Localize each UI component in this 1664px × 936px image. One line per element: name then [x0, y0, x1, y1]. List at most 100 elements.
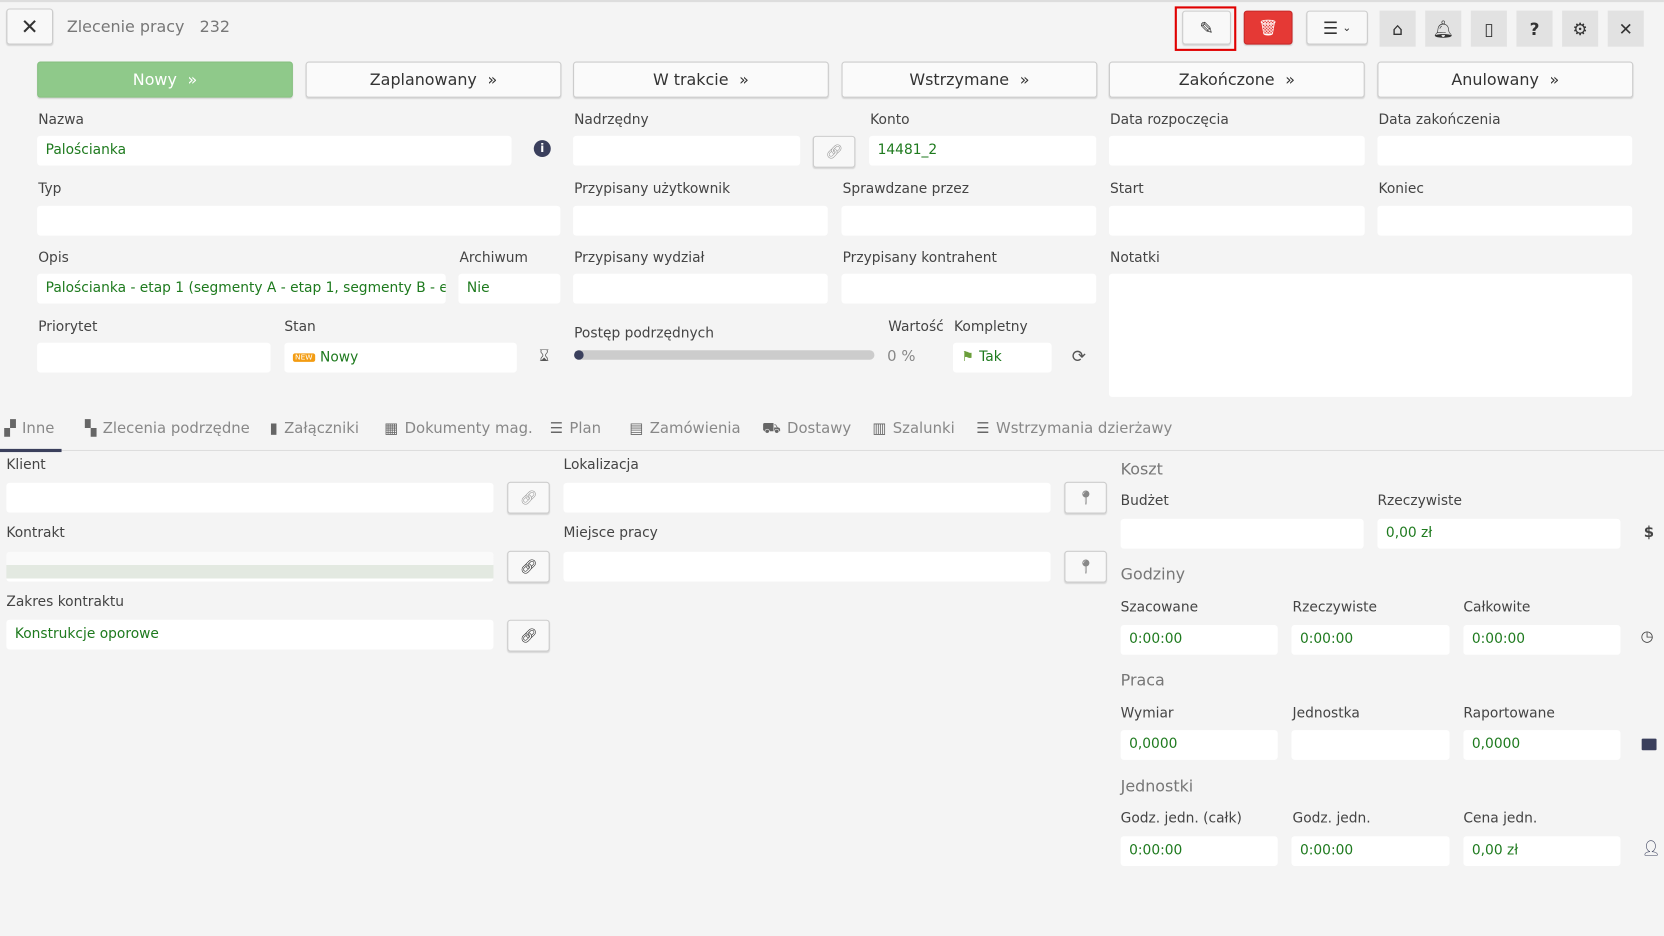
miejsce-pracy-map-button[interactable]: 📍︎: [1064, 550, 1107, 583]
stan-value: Nowy: [320, 349, 359, 366]
postep-progress-bar: [574, 350, 875, 360]
bell-icon: 🔔︎: [1432, 18, 1455, 39]
status-zakonczone[interactable]: Zakończone »: [1108, 61, 1365, 98]
home-button[interactable]: ⌂: [1379, 10, 1416, 47]
delete-button[interactable]: 🗑: [1243, 10, 1293, 45]
status-wstrzymane[interactable]: Wstrzymane »: [841, 61, 1098, 98]
miejsce-pracy-input[interactable]: [563, 551, 1051, 582]
przypisany-uzytkownik-input[interactable]: [573, 205, 828, 236]
status-nowy[interactable]: Nowy »: [37, 61, 293, 98]
wartosc-value: 0 %: [887, 348, 916, 366]
refresh-icon[interactable]: ⟳: [1071, 345, 1087, 367]
close-form-button[interactable]: ✕: [6, 8, 54, 45]
tab-plan[interactable]: ☰ Plan: [550, 420, 601, 437]
stan-input[interactable]: NEW Nowy: [284, 342, 517, 373]
notatki-label: Notatki: [1110, 250, 1160, 267]
data-rozpoczecia-label: Data rozpoczęcia: [1110, 112, 1229, 129]
priorytet-label: Priorytet: [38, 319, 98, 336]
tab-dokumenty-mag[interactable]: ▦ Dokumenty mag.: [384, 420, 533, 437]
notifications-button[interactable]: 🔔︎: [1425, 10, 1462, 47]
opis-input[interactable]: Palościanka - etap 1 (segmenty A - etap …: [37, 273, 446, 304]
kompletny-value: Tak: [979, 349, 1002, 366]
tab-szalunki[interactable]: ▥ Szalunki: [872, 420, 954, 437]
tab-label: Wstrzymania dzierżawy: [996, 420, 1173, 438]
nadrzedny-link-button[interactable]: 🔗︎: [812, 135, 856, 168]
nadrzedny-input[interactable]: [573, 135, 801, 166]
edit-button[interactable]: ✎: [1182, 10, 1231, 45]
nazwa-input[interactable]: Palościanka: [37, 135, 512, 166]
info-icon[interactable]: i: [533, 140, 551, 158]
przypisany-wydzial-input[interactable]: [573, 273, 828, 304]
kompletny-input[interactable]: ⚑ Tak: [952, 342, 1052, 373]
link-icon: 🔗︎: [519, 489, 538, 506]
przypisany-kontrahent-input[interactable]: [841, 273, 1097, 304]
szacowane-input[interactable]: 0:00:00: [1120, 625, 1278, 655]
miejsce-pracy-label: Miejsce pracy: [563, 525, 658, 542]
tab-label: Zlecenia podrzędne: [102, 420, 250, 438]
tab-wstrzymania-dzierzawy[interactable]: ☰ Wstrzymania dzierżawy: [976, 420, 1172, 437]
data-zakonczenia-input[interactable]: [1377, 135, 1633, 166]
koszt-heading: Koszt: [1120, 459, 1163, 479]
data-zakonczenia-label: Data zakończenia: [1378, 112, 1501, 129]
status-zaplanowany[interactable]: Zaplanowany »: [305, 61, 562, 98]
jednostki-heading: Jednostki: [1120, 776, 1194, 796]
tabs-divider: [0, 449, 1664, 452]
edit-icon: ✎: [1199, 17, 1214, 38]
tab-zlecenia-podrzedne[interactable]: ▚ Zlecenia podrzędne: [85, 420, 250, 437]
notatki-textarea[interactable]: [1108, 273, 1633, 397]
jednostka-input[interactable]: [1291, 730, 1450, 760]
close-window-button[interactable]: ✕: [1607, 10, 1644, 47]
godziny-rzeczywiste-input[interactable]: 0:00:00: [1291, 625, 1450, 655]
tab-zalaczniki[interactable]: ▮ Załączniki: [270, 420, 359, 437]
kontrakt-link-button[interactable]: 🔗︎: [507, 550, 550, 583]
calkowite-input[interactable]: 0:00:00: [1463, 625, 1621, 655]
zakres-kontraktu-input[interactable]: Konstrukcje oporowe: [6, 619, 494, 650]
lokalizacja-input[interactable]: [563, 482, 1051, 513]
tab-label: Inne: [22, 420, 55, 438]
start-input[interactable]: [1108, 205, 1365, 236]
przypisany-kontrahent-label: Przypisany kontrahent: [842, 250, 997, 267]
file-icon: ▮: [269, 420, 278, 438]
hourglass-icon[interactable]: ⌛︎: [539, 345, 550, 366]
raportowane-input[interactable]: 0,0000: [1463, 730, 1621, 760]
szacowane-label: Szacowane: [1120, 599, 1199, 616]
mobile-button[interactable]: ▯: [1470, 10, 1507, 47]
klient-link-button[interactable]: 🔗︎: [507, 481, 550, 514]
status-label: Anulowany: [1451, 70, 1539, 90]
wymiar-input[interactable]: 0,0000: [1120, 730, 1278, 760]
active-tab-indicator: [0, 448, 62, 453]
status-anulowany[interactable]: Anulowany »: [1377, 61, 1634, 98]
help-button[interactable]: ?: [1516, 10, 1553, 47]
settings-button[interactable]: ⚙: [1562, 10, 1599, 47]
status-w-trakcie[interactable]: W trakcie »: [573, 61, 829, 98]
godz-jedn-input[interactable]: 0:00:00: [1291, 836, 1450, 866]
tab-zamowienia[interactable]: ▤ Zamówienia: [629, 420, 740, 437]
menu-button[interactable]: ☰ ⌄: [1306, 10, 1368, 45]
zakres-kontraktu-link-button[interactable]: 🔗︎: [507, 619, 550, 652]
typ-input[interactable]: [37, 205, 561, 236]
lokalizacja-label: Lokalizacja: [563, 457, 639, 474]
link-icon: 🔗︎: [825, 143, 843, 160]
archiwum-label: Archiwum: [459, 250, 528, 267]
klient-input[interactable]: [6, 482, 494, 513]
godz-jedn-label: Godz. jedn.: [1292, 810, 1371, 827]
konto-input[interactable]: 14481_2: [869, 135, 1097, 166]
przypisany-wydzial-label: Przypisany wydział: [574, 250, 705, 267]
godz-jedn-calk-input[interactable]: 0:00:00: [1120, 836, 1278, 866]
status-label: Zaplanowany: [369, 70, 477, 90]
building-icon: ▞: [4, 420, 16, 438]
budzet-input[interactable]: [1120, 518, 1364, 549]
archiwum-input[interactable]: Nie: [458, 273, 561, 304]
lokalizacja-map-button[interactable]: 📍︎: [1064, 481, 1107, 514]
tab-inne[interactable]: ▞ Inne: [4, 420, 54, 437]
tab-dostawy[interactable]: ⛟ Dostawy: [762, 420, 851, 439]
koniec-input[interactable]: [1377, 205, 1633, 236]
cena-jedn-input[interactable]: 0,00 zł: [1463, 836, 1621, 866]
kontrakt-input[interactable]: [6, 551, 494, 582]
budzet-label: Budżet: [1120, 493, 1169, 510]
sprawdzane-przez-input[interactable]: [841, 205, 1097, 236]
koszt-rzeczywiste-input[interactable]: 0,00 zł: [1377, 518, 1621, 549]
priorytet-input[interactable]: [37, 342, 271, 373]
order-number: 232: [199, 16, 231, 37]
data-rozpoczecia-input[interactable]: [1108, 135, 1365, 166]
